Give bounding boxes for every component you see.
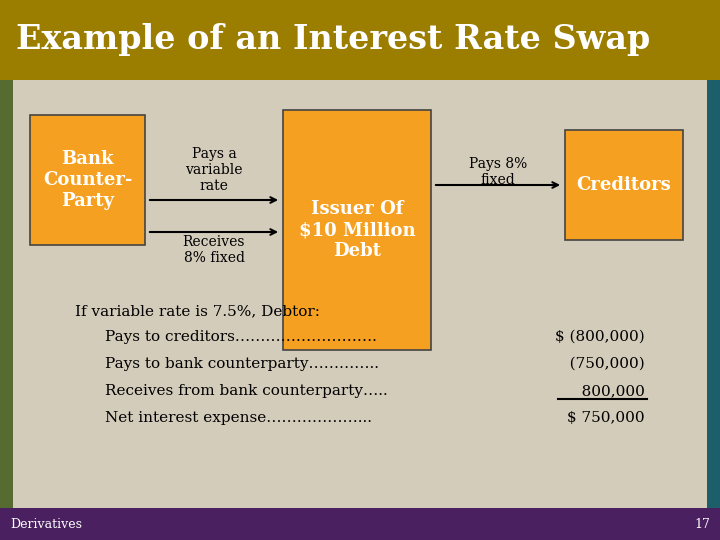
Text: If variable rate is 7.5%, Debtor:: If variable rate is 7.5%, Debtor: xyxy=(75,304,320,318)
Bar xyxy=(30,115,145,245)
Text: Bank
Counter-
Party: Bank Counter- Party xyxy=(42,150,132,210)
Bar xyxy=(0,508,720,540)
Text: $ 750,000: $ 750,000 xyxy=(567,411,645,425)
Bar xyxy=(13,80,707,508)
Text: Pays to creditors……………………….: Pays to creditors………………………. xyxy=(105,330,377,344)
Bar xyxy=(283,110,431,350)
Bar xyxy=(565,130,683,240)
Bar xyxy=(0,80,13,508)
Text: 800,000: 800,000 xyxy=(567,384,645,398)
Text: Pays 8%
fixed: Pays 8% fixed xyxy=(469,157,527,187)
Text: Net interest expense………………...: Net interest expense………………... xyxy=(105,411,372,425)
Text: Creditors: Creditors xyxy=(577,176,671,194)
Text: 17: 17 xyxy=(694,517,710,530)
Text: (750,000): (750,000) xyxy=(555,357,645,371)
Text: Pays a
variable
rate: Pays a variable rate xyxy=(185,147,243,193)
Text: Example of an Interest Rate Swap: Example of an Interest Rate Swap xyxy=(16,24,650,57)
Text: Derivatives: Derivatives xyxy=(10,517,82,530)
Bar xyxy=(707,80,720,508)
Text: Receives from bank counterparty…..: Receives from bank counterparty….. xyxy=(105,384,388,398)
Text: Pays to bank counterparty…………..: Pays to bank counterparty………….. xyxy=(105,357,379,371)
Text: Issuer Of
$10 Million
Debt: Issuer Of $10 Million Debt xyxy=(299,200,415,260)
Text: $ (800,000): $ (800,000) xyxy=(555,330,645,344)
Text: Receives
8% fixed: Receives 8% fixed xyxy=(183,235,246,265)
Bar xyxy=(0,0,720,80)
